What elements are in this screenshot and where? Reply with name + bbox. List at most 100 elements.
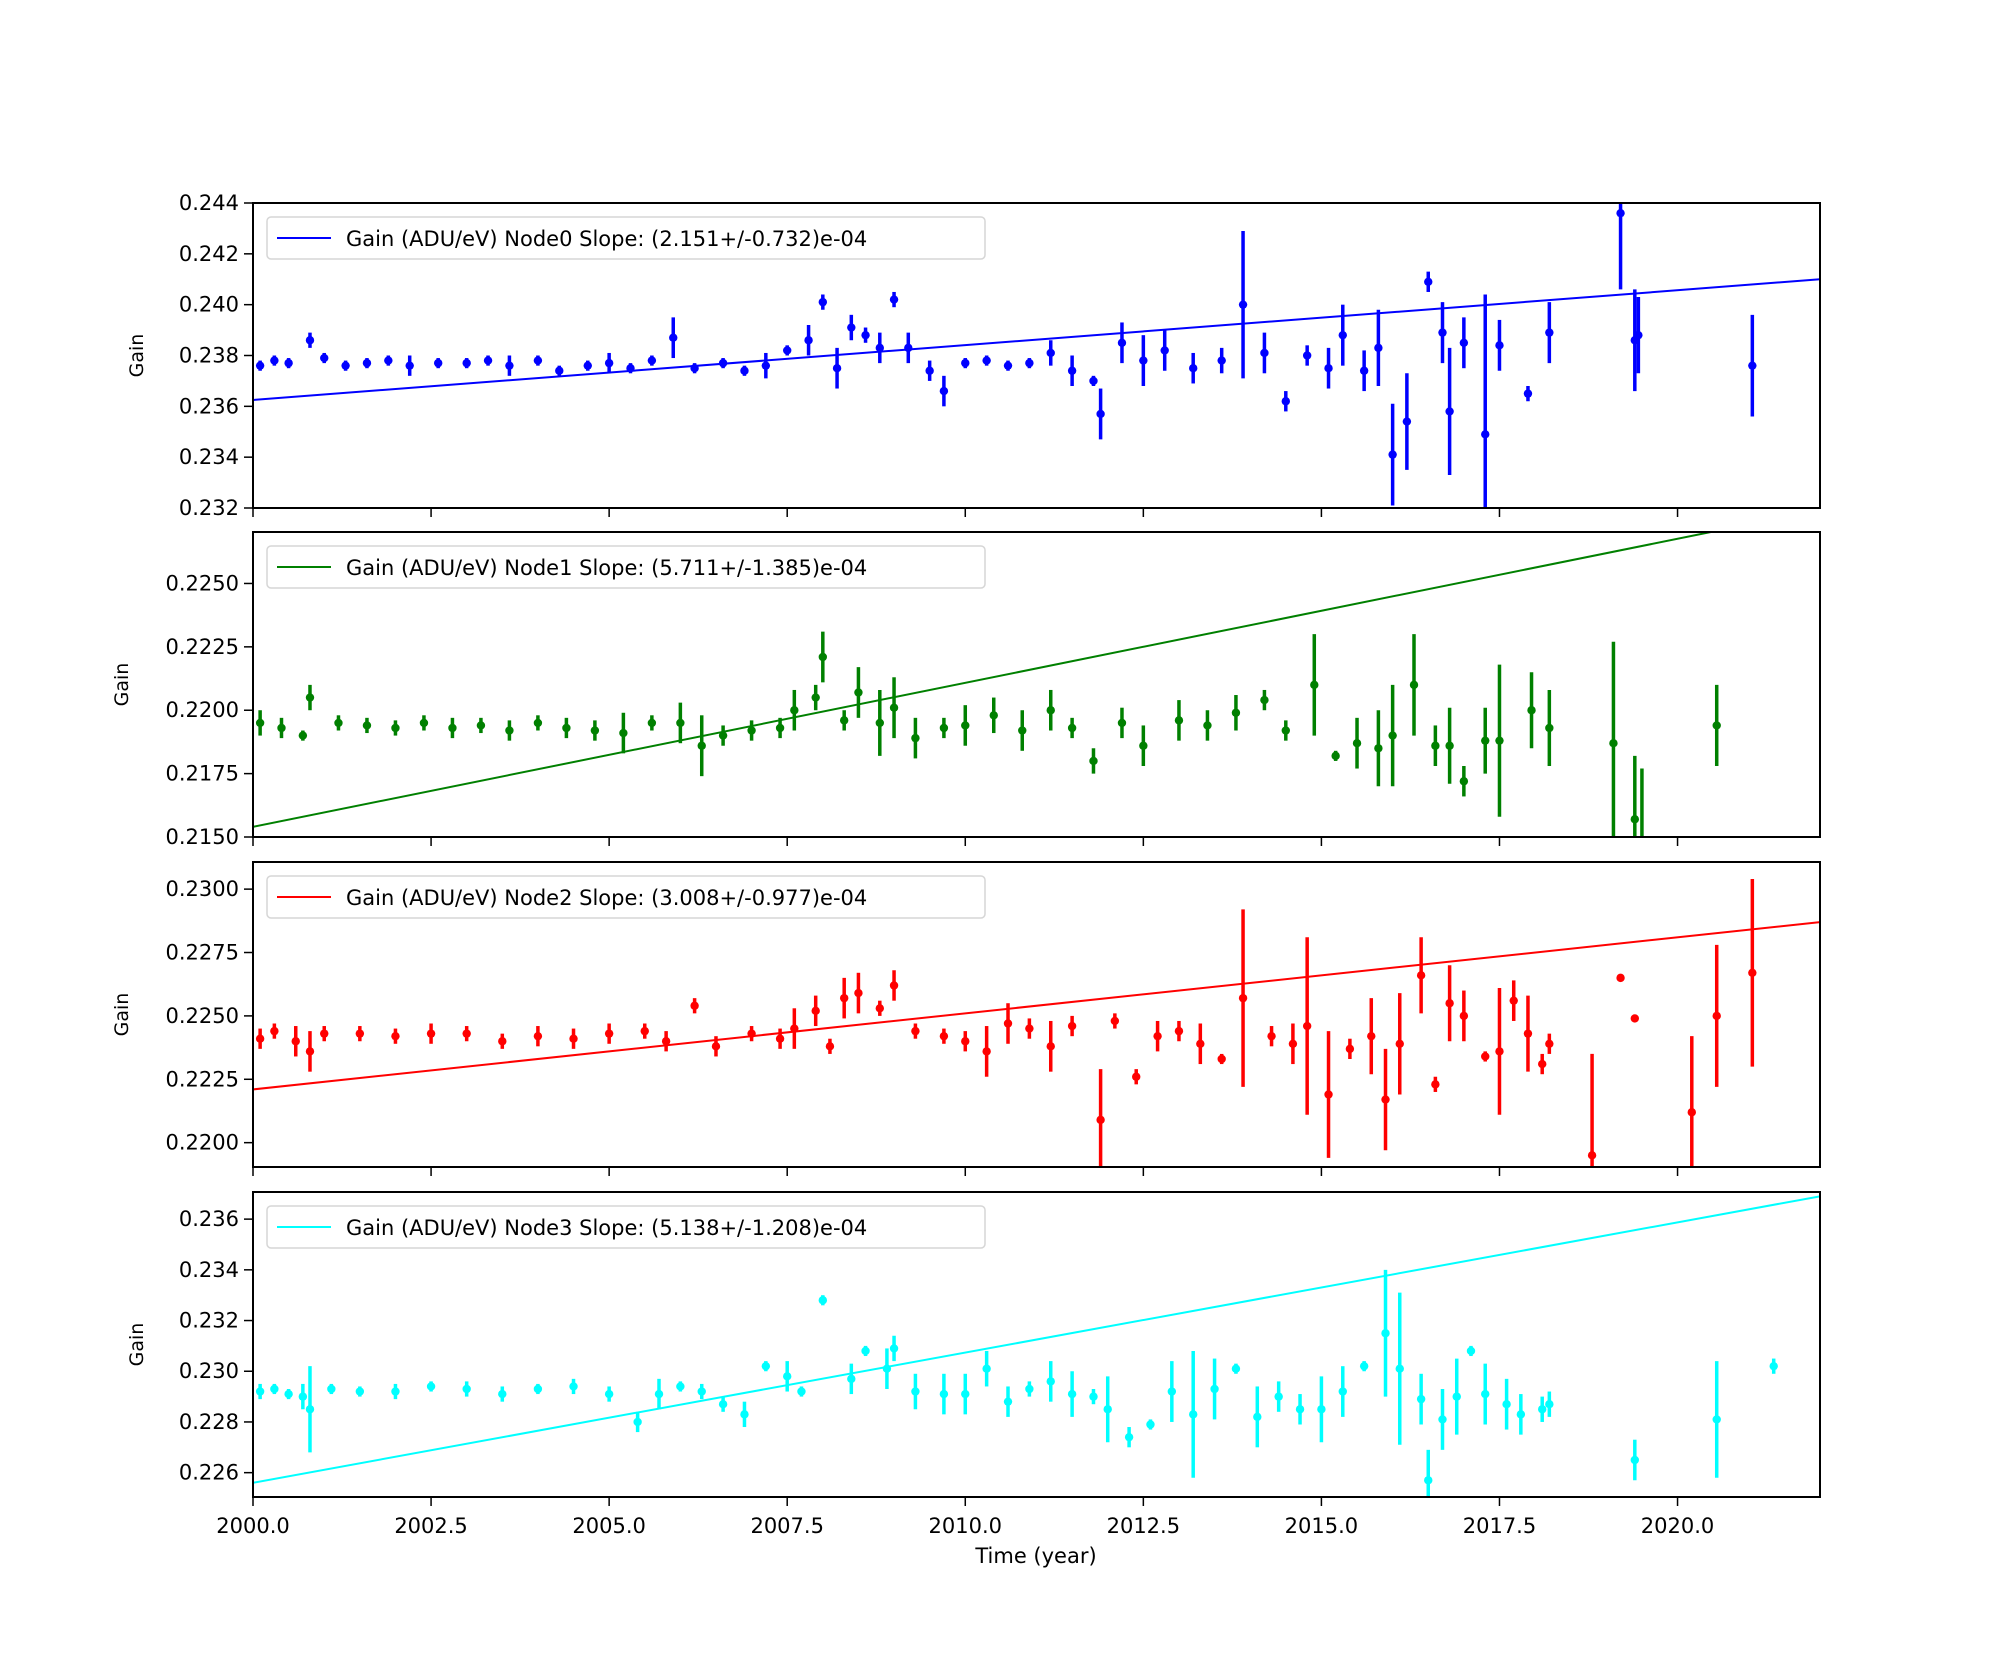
- data-point: [904, 332, 913, 364]
- marker: [839, 993, 849, 1003]
- marker: [1388, 731, 1397, 740]
- marker: [1302, 1021, 1312, 1031]
- data-point: [1409, 634, 1419, 736]
- marker: [1124, 1432, 1134, 1442]
- marker: [1089, 376, 1098, 386]
- legend: Gain (ADU/eV) Node3 Slope: (5.138+/-1.20…: [266, 1205, 986, 1249]
- marker: [1103, 1405, 1112, 1414]
- marker: [889, 981, 899, 990]
- marker: [690, 1001, 699, 1010]
- marker: [327, 1384, 336, 1394]
- data-point: [462, 1026, 471, 1042]
- data-point: [775, 1028, 785, 1049]
- data-point: [847, 1363, 856, 1395]
- data-point: [783, 1361, 792, 1392]
- data-point: [1003, 1386, 1013, 1417]
- marker: [1381, 1095, 1390, 1104]
- marker: [1545, 723, 1554, 733]
- marker: [1352, 738, 1362, 748]
- marker: [391, 723, 400, 733]
- data-point: [783, 345, 792, 356]
- y-tick-label: 0.232: [179, 1309, 239, 1333]
- data-point: [1445, 965, 1454, 1042]
- marker: [1096, 409, 1105, 419]
- panel-node0: 0.232 0.234 0.236 0.238 0.240 0.242 0.244 Gain G…: [126, 191, 1821, 520]
- marker: [1502, 1400, 1511, 1409]
- data-point: [1217, 1053, 1226, 1065]
- data-point: [676, 1381, 685, 1392]
- marker: [797, 1387, 806, 1396]
- marker: [305, 1405, 315, 1414]
- marker: [1132, 1072, 1141, 1081]
- marker: [291, 1037, 300, 1046]
- data-point: [1132, 1069, 1141, 1085]
- data-point: [1238, 909, 1248, 1087]
- data-point: [305, 332, 315, 348]
- data-point: [1110, 1013, 1120, 1029]
- marker: [939, 1031, 949, 1041]
- marker: [255, 361, 265, 370]
- marker: [911, 1387, 920, 1396]
- data-point: [939, 375, 949, 407]
- data-point: [1395, 1292, 1404, 1445]
- marker: [1025, 358, 1034, 368]
- data-point: [1545, 302, 1554, 364]
- data-point: [1103, 1376, 1112, 1443]
- y-axis-label: Gain: [126, 334, 148, 378]
- marker: [562, 723, 571, 733]
- marker: [1003, 361, 1013, 370]
- marker: [1712, 721, 1721, 730]
- marker: [661, 1037, 671, 1046]
- marker: [1459, 338, 1469, 347]
- data-point: [1281, 720, 1290, 741]
- marker: [1324, 364, 1333, 373]
- data-point: [718, 1396, 728, 1412]
- marker: [1416, 971, 1426, 980]
- data-point: [1538, 1396, 1547, 1422]
- marker: [255, 1034, 265, 1043]
- marker: [1748, 968, 1757, 977]
- marker: [804, 336, 813, 345]
- data-point: [391, 1383, 400, 1400]
- marker: [1003, 1397, 1013, 1406]
- data-point: [1538, 1053, 1547, 1075]
- data-point: [1345, 1038, 1355, 1059]
- data-point: [590, 720, 600, 741]
- y-tick-label: 0.2275: [166, 941, 239, 965]
- marker: [305, 336, 315, 345]
- data-point: [1153, 1020, 1162, 1052]
- marker: [832, 364, 842, 373]
- data-point: [1445, 707, 1454, 784]
- marker: [1523, 389, 1533, 398]
- data-point: [1359, 1361, 1369, 1372]
- data-point: [1438, 302, 1447, 364]
- marker: [1634, 330, 1643, 340]
- marker: [825, 1042, 835, 1051]
- data-point: [1267, 1026, 1276, 1047]
- data-point: [925, 360, 934, 381]
- marker: [1046, 706, 1055, 715]
- data-point: [1374, 309, 1383, 386]
- marker: [334, 718, 343, 728]
- data-point: [533, 715, 543, 731]
- marker: [790, 1024, 799, 1033]
- data-point: [1431, 725, 1440, 767]
- data-point: [604, 1386, 614, 1402]
- data-point: [483, 355, 493, 366]
- marker: [1545, 1400, 1554, 1409]
- marker: [1616, 208, 1625, 218]
- marker: [882, 1364, 892, 1373]
- y-tick-label: 0.234: [179, 1258, 239, 1282]
- data-point: [320, 1026, 329, 1042]
- marker: [505, 726, 514, 735]
- marker: [277, 723, 286, 733]
- data-point: [1359, 350, 1369, 392]
- data-point: [1459, 317, 1469, 369]
- data-point: [1067, 1015, 1077, 1037]
- legend-label: Gain (ADU/eV) Node1 Slope: (5.711+/-1.38…: [346, 556, 867, 580]
- marker: [854, 988, 863, 998]
- data-point: [1452, 1358, 1461, 1435]
- data-point: [305, 1031, 315, 1072]
- marker: [1359, 1361, 1369, 1371]
